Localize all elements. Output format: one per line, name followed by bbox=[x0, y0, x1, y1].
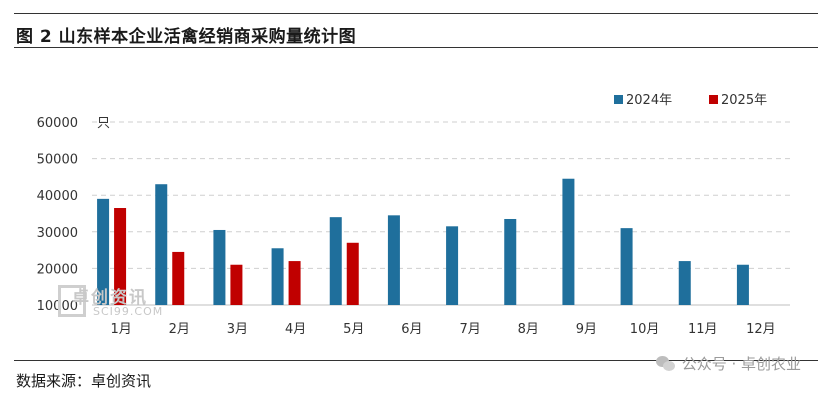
bar-2024年-7月 bbox=[446, 226, 459, 305]
bar-2025年-4月 bbox=[288, 261, 301, 305]
x-tick-label: 10月 bbox=[630, 322, 660, 337]
y-tick-label: 10000 bbox=[37, 299, 78, 314]
x-tick-label: 9月 bbox=[576, 322, 597, 337]
bar-2025年-2月 bbox=[172, 251, 185, 305]
bar-2024年-2月 bbox=[155, 184, 168, 305]
x-tick-label: 4月 bbox=[285, 322, 306, 337]
legend-label: 2025年 bbox=[721, 93, 767, 108]
x-tick-label: 8月 bbox=[518, 322, 539, 337]
wechat-account: 公众号 · 卓创农业 bbox=[655, 353, 801, 374]
bar-2024年-9月 bbox=[562, 178, 575, 305]
watermark-site: SCI99.COM bbox=[93, 305, 164, 318]
bar-2024年-5月 bbox=[329, 217, 342, 305]
bar-2024年-3月 bbox=[213, 229, 226, 305]
bar-2025年-1月 bbox=[114, 208, 127, 305]
bar-2024年-10月 bbox=[620, 228, 633, 305]
legend-swatch bbox=[709, 95, 718, 104]
y-unit-label: 只 bbox=[97, 116, 110, 131]
x-tick-label: 6月 bbox=[401, 322, 422, 337]
x-tick-label: 7月 bbox=[459, 322, 480, 337]
bar-2024年-11月 bbox=[678, 261, 691, 305]
bar-2024年-6月 bbox=[387, 215, 400, 305]
legend-label: 2024年 bbox=[626, 93, 672, 108]
x-tick-label: 2月 bbox=[169, 322, 190, 337]
legend-swatch bbox=[614, 95, 623, 104]
x-tick-label: 1月 bbox=[110, 322, 131, 337]
wechat-icon bbox=[655, 355, 676, 372]
y-tick-label: 40000 bbox=[37, 189, 78, 204]
y-tick-label: 60000 bbox=[37, 116, 78, 131]
bar-2024年-8月 bbox=[504, 218, 517, 305]
top-rule bbox=[14, 13, 818, 14]
data-source: 数据来源：卓创资讯 bbox=[16, 372, 152, 390]
wechat-account-label: 公众号 · 卓创农业 bbox=[681, 355, 801, 373]
x-tick-label: 12月 bbox=[746, 322, 776, 337]
bar-2024年-4月 bbox=[271, 248, 284, 305]
x-tick-label: 11月 bbox=[688, 322, 718, 337]
watermark-brand: 卓创资讯 bbox=[72, 288, 148, 308]
bar-2025年-3月 bbox=[230, 264, 243, 305]
figure-title: 图 2 山东样本企业活禽经销商采购量统计图 bbox=[16, 27, 357, 47]
x-tick-label: 3月 bbox=[227, 322, 248, 337]
title-rule bbox=[14, 47, 818, 48]
bar-2025年-5月 bbox=[346, 242, 359, 305]
bar-2024年-1月 bbox=[97, 198, 110, 305]
y-tick-label: 20000 bbox=[37, 262, 78, 277]
watermark-logo bbox=[58, 285, 86, 317]
y-tick-label: 50000 bbox=[37, 153, 78, 168]
bar-chart: 10000 20000 30000 40000 50000 60000 只 1月 2月 3月 4月 5… bbox=[37, 93, 790, 337]
x-tick-label: 5月 bbox=[343, 322, 364, 337]
bottom-rule bbox=[14, 360, 818, 361]
y-tick-label: 30000 bbox=[37, 226, 78, 241]
bar-2024年-12月 bbox=[736, 264, 749, 305]
